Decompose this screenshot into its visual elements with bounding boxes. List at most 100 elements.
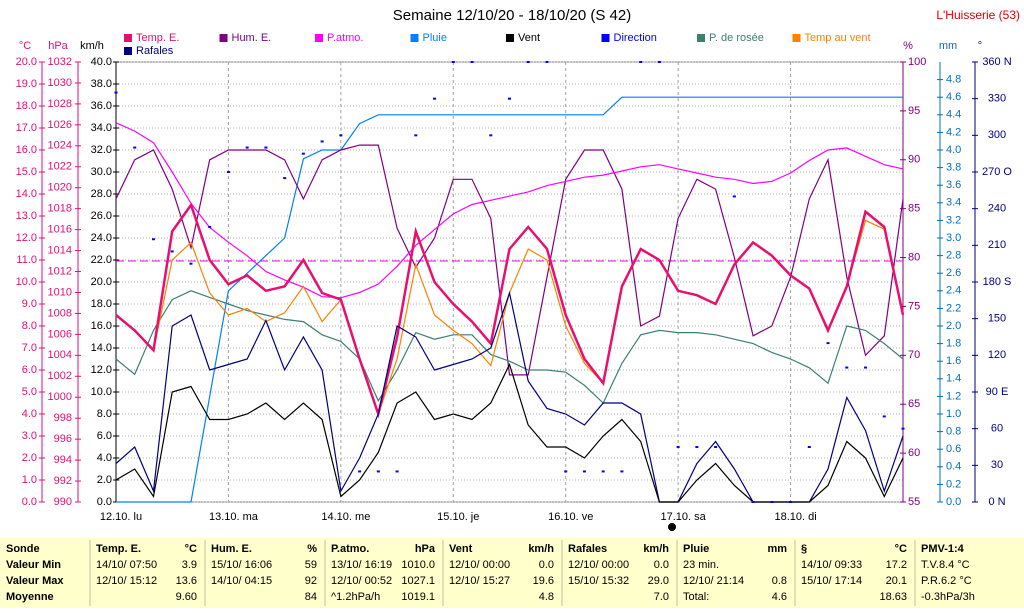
tick-label: 1.8 [946,338,961,350]
chart-title: Semaine 12/10/20 - 18/10/20 (S 42) [393,7,632,24]
direction-dot [639,61,643,63]
tick-label: 30.0 [91,166,112,178]
table-text: 12/10/ 15:27 [449,575,510,587]
tick-label: 18.0 [16,100,37,112]
direction-dot [826,342,830,345]
table-text: § [801,543,807,555]
table-text: Vent [449,543,473,555]
tick-label: 36.0 [91,100,112,112]
tick-label: 1000 [48,391,72,403]
legend-label: Temp. E. [136,32,179,44]
tick-label: 180 S [983,276,1012,288]
legend-swatch [697,34,705,42]
tick-label: 0.0 [97,496,112,508]
table-text: 14/10/ 09:33 [801,559,862,571]
tick-label: 1026 [48,119,72,131]
direction-dot [770,501,774,503]
x-tick-label: 17.10. sa [661,511,707,523]
tick-label: 1032 [48,56,72,68]
direction-dot [564,470,568,473]
tick-label: 360 N [982,56,1011,68]
direction-dot [414,134,418,137]
tick-label: 4.2 [946,126,961,138]
direction-dot [845,366,849,369]
table-text: P.atmo. [331,543,369,555]
table-text: 15/10/ 17:14 [801,575,862,587]
tick-label: 0.2 [946,478,961,490]
tick-label: 16.0 [16,144,37,156]
direction-dot [489,134,493,137]
legend-label: Rafales [136,45,174,57]
table-text: 1010.0 [401,559,435,571]
tick-label: 100 [908,56,926,68]
tick-label: 0.0 [22,496,37,508]
tick-label: 270 O [982,166,1012,178]
legend-swatch [124,34,132,42]
tick-label: 990 [54,496,72,508]
direction-dot [807,446,811,448]
tick-label: 1018 [48,203,72,215]
tick-label: 2.4 [946,285,961,297]
direction-dot [526,61,530,63]
table-text: ^1.2hPa/h [331,591,380,603]
tick-label: 18.0 [91,298,112,310]
table-text: 7.0 [654,591,669,603]
tick-label: 85 [908,203,920,215]
tick-label: 20.0 [16,56,37,68]
tick-label: 1008 [48,307,72,319]
legend-label: Temp au vent [805,32,871,44]
direction-dot [714,446,718,448]
x-tick-label: 16.10. ve [548,511,593,523]
table-text: 92 [305,575,317,587]
legend-label: Vent [518,32,540,44]
tick-label: 1004 [48,349,72,361]
tick-label: 6.0 [97,430,112,442]
axis-label: mm [939,40,957,52]
tick-label: 1010 [48,286,72,298]
tick-label: 16.0 [91,320,112,332]
table-text: Valeur Max [6,575,64,587]
table-text: 1027.1 [401,575,435,587]
direction-dot [433,97,437,100]
tick-label: 240 [988,203,1006,215]
tick-label: 22.0 [91,254,112,266]
series-line [116,96,903,503]
table-text: % [307,543,317,555]
tick-label: 34.0 [91,122,112,134]
tick-label: 30 [991,459,1003,471]
table-text: Sonde [6,543,40,555]
direction-dot [751,501,755,503]
axis-label: km/h [80,40,104,52]
axis-label: % [903,40,913,52]
x-tick-label: 12.10. lu [100,511,142,523]
legend-swatch [506,34,514,42]
tick-label: 1.2 [946,390,961,402]
legend-swatch [315,34,323,42]
tick-label: 2.6 [946,267,961,279]
table-text: 0.0 [654,559,669,571]
tick-label: 9.0 [22,298,37,310]
tick-label: 11.0 [16,254,37,266]
direction-dot [189,262,193,265]
tick-label: 150 [988,313,1006,325]
table-text: 15/10/ 16:06 [211,559,272,571]
table-text: 14/10/ 04:15 [211,575,272,587]
direction-dot [508,97,511,100]
tick-label: 300 [988,129,1006,141]
table-text: 12/10/ 00:00 [449,559,510,571]
tick-label: 1014 [48,244,72,256]
tick-label: 1016 [48,224,72,236]
tick-label: 0.8 [946,426,961,438]
legend-label: P. de rosée [709,32,764,44]
tick-label: 2.8 [946,250,961,262]
tick-label: 4.0 [22,408,37,420]
tick-label: 90 [908,154,920,166]
direction-dot [695,446,699,448]
tick-label: 17.0 [16,122,37,134]
tick-label: 1.0 [22,474,37,486]
tick-label: 10.0 [16,276,37,288]
tick-label: 1002 [48,370,72,382]
tick-label: 8.0 [22,320,37,332]
direction-dot [545,61,549,63]
